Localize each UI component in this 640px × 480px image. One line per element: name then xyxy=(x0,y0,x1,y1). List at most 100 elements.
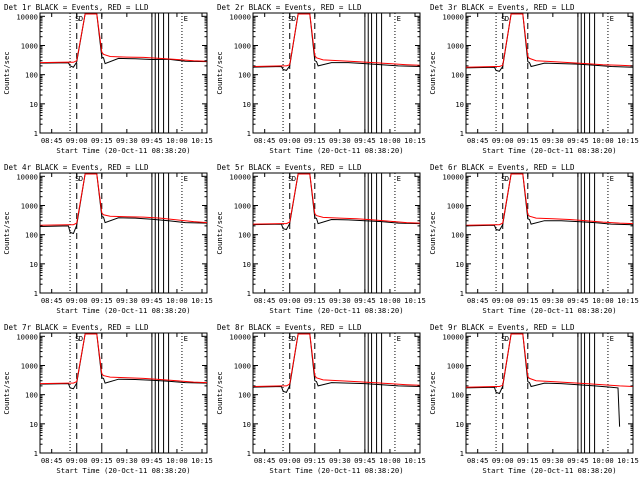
panel-title: Det 6r BLACK = Events, RED = LLD xyxy=(430,163,575,172)
x-tick-label: 09:15 xyxy=(91,136,113,145)
chart-panel-8: S D E 08:45 09:00 09:15 09:30 09:45 10:00 10:15 1 1… xyxy=(215,323,426,475)
events-series-line xyxy=(466,13,633,72)
y-tick-label: 1000 xyxy=(234,41,251,50)
marker-label: D xyxy=(292,14,296,23)
y-tick-label: 1000 xyxy=(21,361,38,370)
lld-series-line xyxy=(253,173,420,225)
events-series-line xyxy=(253,333,420,394)
y-tick-label: 10 xyxy=(29,260,38,269)
marker-label: S xyxy=(501,334,505,343)
marker-label: D xyxy=(79,334,83,343)
chart-panel-6: S D E 08:45 09:00 09:15 09:30 09:45 10:00 10:15 1 1… xyxy=(428,163,639,315)
y-tick-label: 10 xyxy=(242,420,251,429)
marker-label: S xyxy=(288,14,292,23)
x-tick-label: 09:15 xyxy=(517,136,539,145)
y-tick-label: 100 xyxy=(238,391,251,400)
y-tick-label: 10 xyxy=(242,260,251,269)
y-tick-label: 100 xyxy=(25,391,38,400)
events-series-line xyxy=(40,173,207,235)
x-tick-label: 09:00 xyxy=(66,456,88,465)
x-tick-label: 09:30 xyxy=(329,296,351,305)
x-tick-label: 09:45 xyxy=(354,296,376,305)
y-tick-label: 1000 xyxy=(234,201,251,210)
marker-label: S xyxy=(288,334,292,343)
plot-frame xyxy=(252,12,421,134)
y-tick-label: 1000 xyxy=(447,41,464,50)
x-axis-label: Start Time (20-Oct-11 08:38:20) xyxy=(269,466,403,475)
y-tick-label: 1000 xyxy=(447,361,464,370)
y-tick-label: 10000 xyxy=(442,332,464,341)
marker-label: D xyxy=(292,174,296,183)
x-tick-label: 09:00 xyxy=(279,296,301,305)
x-tick-label: 09:15 xyxy=(304,136,326,145)
events-series-line xyxy=(466,333,621,427)
plot-frame xyxy=(465,332,634,454)
marker-label: E xyxy=(184,174,188,183)
y-tick-label: 10000 xyxy=(442,12,464,21)
x-tick-label: 08:45 xyxy=(41,456,63,465)
x-tick-label: 10:00 xyxy=(166,456,188,465)
y-axis-label: Counts/sec xyxy=(2,51,11,94)
y-tick-label: 100 xyxy=(25,71,38,80)
marker-label: E xyxy=(610,14,614,23)
x-tick-label: 09:15 xyxy=(304,296,326,305)
x-tick-label: 09:30 xyxy=(116,456,138,465)
y-tick-label: 10000 xyxy=(229,12,251,21)
x-tick-label: 09:15 xyxy=(91,296,113,305)
x-tick-label: 10:00 xyxy=(379,456,401,465)
marker-label: E xyxy=(184,14,188,23)
lld-series-line xyxy=(466,13,633,68)
x-tick-label: 09:45 xyxy=(141,456,163,465)
x-tick-label: 10:15 xyxy=(191,456,213,465)
chart-panel-1: S D E 08:45 09:00 09:15 09:30 09:45 10:00 10:15 1 1… xyxy=(2,3,213,155)
event-markers xyxy=(69,333,183,453)
x-tick-label: 09:45 xyxy=(567,456,589,465)
event-markers xyxy=(69,173,183,293)
panel-title: Det 4r BLACK = Events, RED = LLD xyxy=(4,163,149,172)
x-tick-label: 10:15 xyxy=(404,296,426,305)
x-tick-label: 09:00 xyxy=(492,456,514,465)
events-series-line xyxy=(466,173,633,231)
y-tick-label: 10000 xyxy=(229,332,251,341)
panel-title: Det 3r BLACK = Events, RED = LLD xyxy=(430,3,575,12)
event-markers xyxy=(495,173,609,293)
y-tick-label: 1000 xyxy=(21,41,38,50)
y-axis-label: Counts/sec xyxy=(2,211,11,254)
x-tick-label: 09:15 xyxy=(517,456,539,465)
x-tick-label: 09:45 xyxy=(354,136,376,145)
y-tick-label: 1 xyxy=(247,289,251,298)
x-tick-label: 09:30 xyxy=(542,296,564,305)
y-axis-label: Counts/sec xyxy=(215,371,224,414)
y-axis-label: Counts/sec xyxy=(428,371,437,414)
y-tick-label: 10 xyxy=(242,100,251,109)
plot-frame xyxy=(39,332,208,454)
y-tick-label: 1000 xyxy=(447,201,464,210)
y-tick-label: 100 xyxy=(238,71,251,80)
chart-panel-9: S D E 08:45 09:00 09:15 09:30 09:45 10:00 10:15 1 1… xyxy=(428,323,639,475)
y-tick-label: 1 xyxy=(460,129,464,138)
events-series-line xyxy=(40,333,207,390)
x-tick-label: 09:00 xyxy=(492,296,514,305)
event-markers xyxy=(495,13,609,133)
marker-label: S xyxy=(288,174,292,183)
plot-frame xyxy=(252,332,421,454)
lld-series-line xyxy=(253,333,420,387)
x-tick-label: 08:45 xyxy=(254,456,276,465)
chart-panel-5: S D E 08:45 09:00 09:15 09:30 09:45 10:00 10:15 1 1… xyxy=(215,163,426,315)
x-tick-label: 09:00 xyxy=(492,136,514,145)
x-tick-label: 09:15 xyxy=(91,456,113,465)
x-tick-label: 10:15 xyxy=(404,136,426,145)
x-tick-label: 10:00 xyxy=(166,296,188,305)
x-tick-label: 09:00 xyxy=(66,296,88,305)
marker-label: E xyxy=(397,14,401,23)
lld-series-line xyxy=(253,13,420,67)
panel-title: Det 1r BLACK = Events, RED = LLD xyxy=(4,3,149,12)
events-series-line xyxy=(253,13,420,71)
x-tick-label: 08:45 xyxy=(41,296,63,305)
plot-frame xyxy=(465,12,634,134)
marker-label: S xyxy=(501,174,505,183)
events-series-line xyxy=(40,13,207,68)
chart-panel-2: S D E 08:45 09:00 09:15 09:30 09:45 10:00 10:15 1 1… xyxy=(215,3,426,155)
x-tick-label: 10:00 xyxy=(592,136,614,145)
